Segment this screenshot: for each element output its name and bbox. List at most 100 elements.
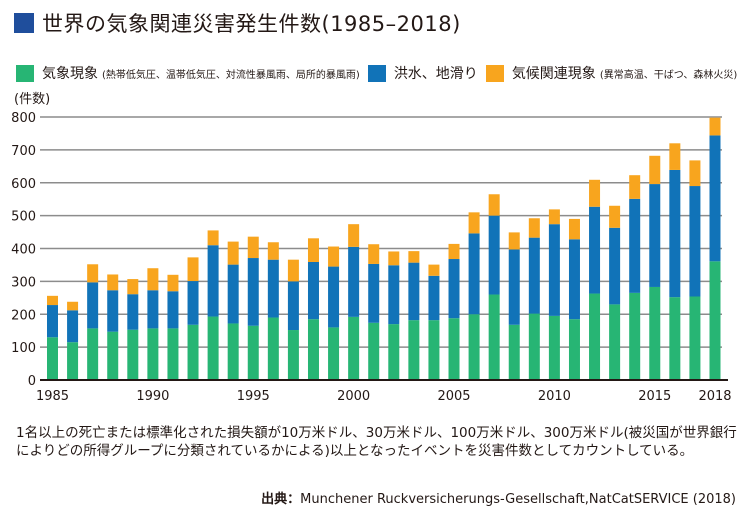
bar-segment (488, 194, 500, 216)
x-tick-label: 2015 (638, 389, 671, 400)
x-tick-labels: 1985 1990 1995 2000 2005 2010 2015 2018 (36, 389, 732, 400)
bar-segment (468, 314, 480, 380)
bar-segment (107, 331, 119, 380)
gridlines (40, 116, 722, 348)
bar-segment (548, 315, 560, 380)
bar-segment (448, 243, 460, 260)
y-tick-labels: 0 100 200 300 400 500 600 700 800 (11, 111, 36, 389)
bar-segment (629, 292, 641, 380)
title-square-icon (14, 13, 34, 33)
bar-segment (368, 322, 380, 380)
bar-segment (348, 316, 360, 380)
bar-segment (448, 318, 460, 380)
bar-segment (107, 290, 119, 332)
source-text: Munchener Ruckversicherungs-Gesellschaft… (300, 492, 736, 507)
bar-segment (408, 251, 420, 263)
legend-item-hydrological: 洪水、地滑り (367, 63, 478, 83)
legend-note: (異常高温、干ばつ、森林火災) (599, 69, 738, 81)
bar-segment (689, 160, 701, 187)
bar-segment (468, 212, 480, 234)
bar-segment (267, 242, 279, 260)
bar-segment (147, 268, 159, 291)
bar-segment (388, 324, 400, 380)
bar-segment (47, 337, 58, 380)
bars (47, 117, 721, 380)
bar-segment (207, 245, 219, 317)
bar-segment (127, 294, 139, 330)
bar-segment (207, 230, 219, 246)
bar-segment (368, 263, 380, 323)
y-tick-label: 700 (11, 144, 36, 159)
bar-segment (187, 324, 199, 380)
bar-segment (388, 251, 400, 266)
x-tick-label: 2018 (698, 389, 731, 400)
y-tick-label: 600 (11, 177, 36, 192)
bar-segment (589, 293, 601, 380)
bar-segment (167, 291, 179, 329)
bar-segment (307, 238, 319, 262)
bar-segment (428, 264, 440, 276)
bar-segment (629, 175, 641, 199)
bar-segment (508, 249, 520, 325)
y-tick-label: 500 (11, 210, 36, 225)
y-tick-label: 100 (11, 341, 36, 356)
legend-item-climatological: 気候関連現象 (異常高温、干ばつ、森林火災) (485, 63, 738, 83)
bar-segment (468, 233, 480, 315)
bar-segment (508, 232, 520, 250)
legend-item-meteorological: 気象現象 (熱帯低気圧、温帯低気圧、対流性暴風雨、局所的暴風雨) (16, 63, 360, 83)
bar-segment (227, 264, 239, 324)
legend-swatch-hydrological (367, 64, 386, 82)
source: 出典：Munchener Ruckversicherungs-Gesellsch… (261, 488, 736, 507)
bar-segment (709, 261, 721, 380)
y-tick-label: 200 (11, 308, 36, 323)
x-tick-label: 2010 (538, 389, 571, 400)
legend-label: 洪水、地滑り (393, 66, 478, 82)
bar-segment (307, 261, 319, 320)
bar-segment (488, 294, 500, 380)
bar-segment (669, 169, 681, 298)
bar-segment (247, 236, 259, 259)
bar-segment (187, 281, 199, 325)
bar-segment (107, 274, 119, 291)
bar-segment (548, 224, 560, 316)
x-tick-label: 1990 (136, 389, 169, 400)
bar-segment (709, 135, 721, 262)
bar-segment (147, 290, 159, 329)
bar-segment (589, 206, 601, 294)
bar-segment (609, 304, 621, 380)
bar-segment (609, 205, 621, 228)
bar-segment (428, 275, 440, 321)
bar-segment (287, 330, 299, 380)
bar-segment (287, 281, 299, 331)
chart-title-block: 世界の気象関連災害発生件数(1985–2018) (14, 8, 461, 38)
bar-segment (488, 215, 500, 295)
bar-segment (267, 317, 279, 380)
bar-segment (649, 286, 661, 380)
bar-segment (589, 179, 601, 207)
bar-segment (247, 258, 259, 326)
bar-segment (568, 319, 580, 380)
bar-segment (328, 246, 340, 267)
bar-segment (227, 241, 239, 265)
bar-segment (67, 342, 79, 380)
bar-segment (609, 227, 621, 305)
bar-segment (328, 266, 340, 328)
x-tick-label: 1985 (36, 389, 69, 400)
bar-segment (247, 325, 259, 380)
legend-swatch-meteorological (16, 64, 34, 82)
footnote: 1名以上の死亡または標準化された損失額が10万米ドル、30万米ドル、100万米ド… (16, 425, 737, 459)
bar-segment (528, 237, 540, 314)
bar-segment (568, 218, 580, 240)
bar-segment (47, 295, 58, 306)
bar-segment (87, 282, 99, 329)
bar-segment (147, 328, 159, 380)
bar-segment (227, 323, 239, 380)
bar-segment (649, 155, 661, 185)
bar-segment (669, 143, 681, 170)
bar-segment (348, 246, 360, 317)
x-tick-label: 2000 (337, 389, 370, 400)
bar-segment (508, 324, 520, 380)
bar-segment (669, 297, 681, 380)
stacked-bar-chart: 0 100 200 300 400 500 600 700 800 1985 1990 1995 20… (11, 111, 732, 400)
bar-segment (528, 218, 540, 238)
